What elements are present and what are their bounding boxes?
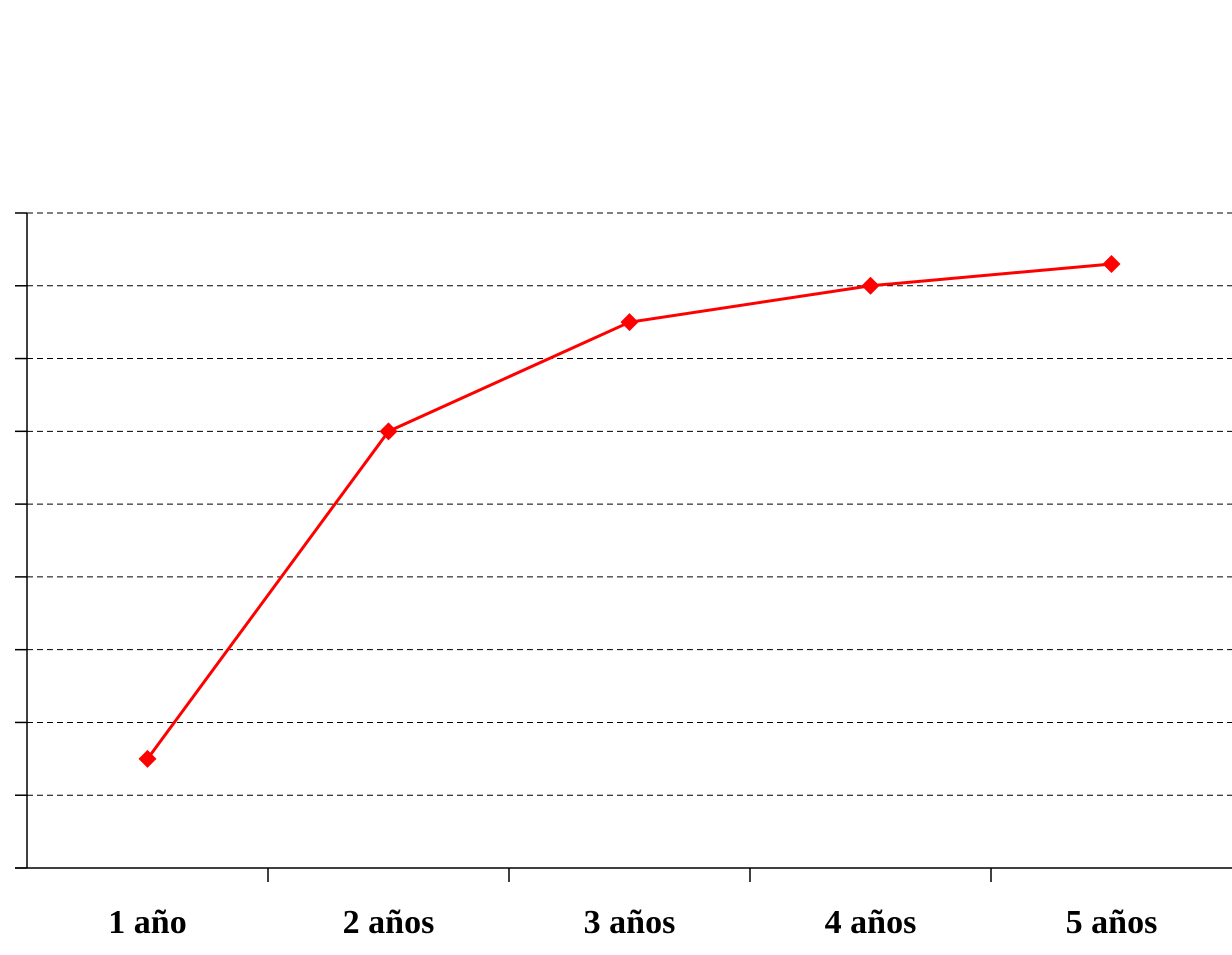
x-tick-label: 3 años	[584, 904, 676, 941]
x-tick-label: 1 año	[108, 904, 186, 941]
line	[146, 262, 1112, 760]
x-tick-label: 2 años	[343, 904, 435, 941]
marker	[620, 313, 639, 332]
marker	[379, 422, 398, 441]
x-tick-label: 5 años	[1066, 904, 1158, 941]
marker	[861, 276, 880, 295]
marker	[138, 749, 157, 768]
marker	[1102, 254, 1121, 273]
x-tick-label: 4 años	[825, 904, 917, 941]
